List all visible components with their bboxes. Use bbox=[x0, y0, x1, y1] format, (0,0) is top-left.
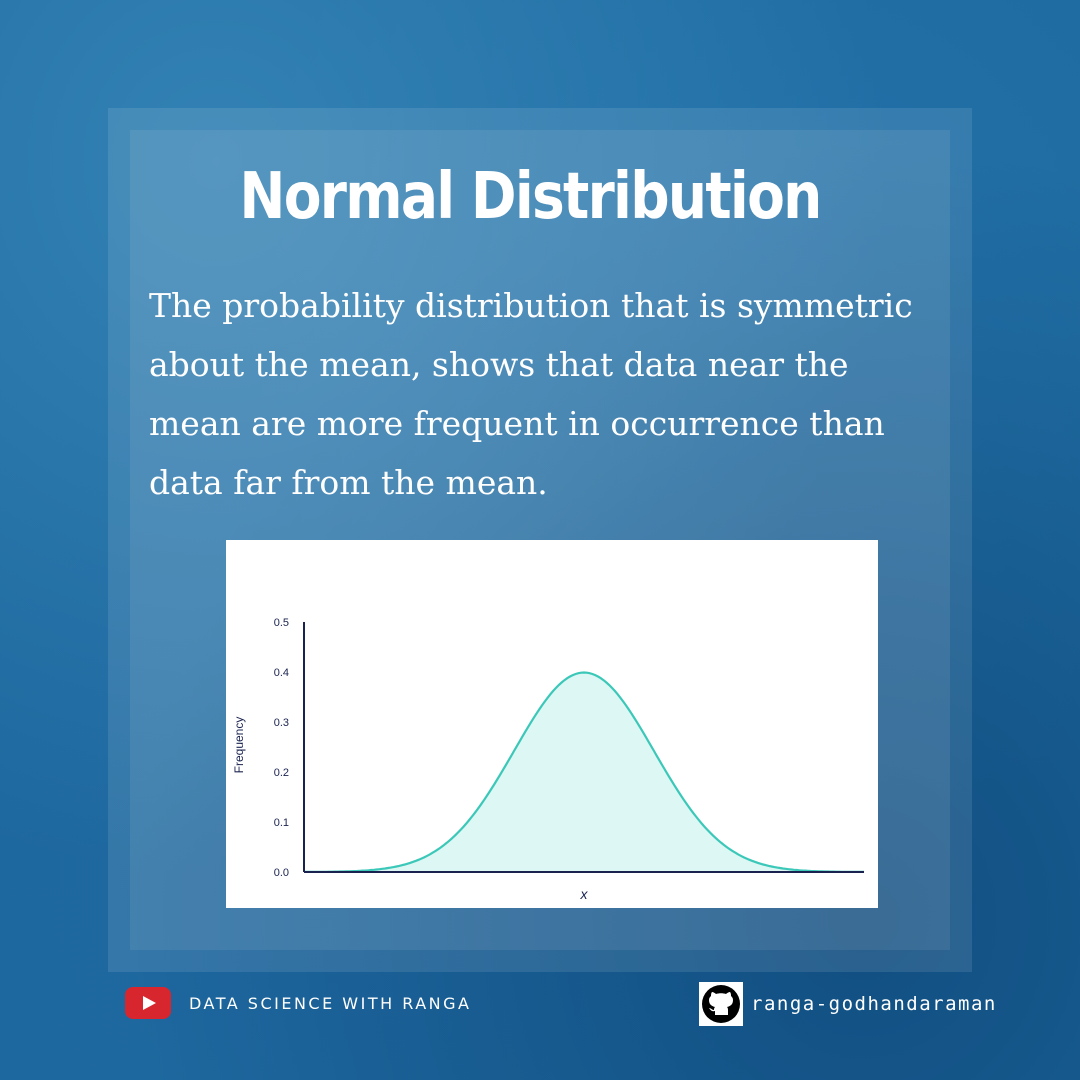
github-icon bbox=[699, 982, 743, 1026]
chart-y-axis-label: Frequency bbox=[232, 717, 246, 774]
chart-curve-line bbox=[304, 671, 864, 873]
description-text: The probability distribution that is sym… bbox=[149, 286, 913, 502]
y-tick-label: 0.2 bbox=[274, 767, 289, 779]
normal-distribution-chart: 0.0 0.1 0.2 0.3 0.4 0.5 Frequency x bbox=[232, 617, 864, 902]
chart-area-fill bbox=[304, 672, 864, 872]
chart-x-axis-label: x bbox=[580, 886, 589, 902]
page-title: Normal Distribution bbox=[239, 160, 822, 234]
y-tick-label: 0.1 bbox=[274, 817, 289, 829]
youtube-icon bbox=[125, 987, 171, 1019]
y-tick-label: 0.3 bbox=[274, 717, 289, 729]
channel-name: DATA SCIENCE WITH RANGA bbox=[189, 993, 472, 1013]
chart-panel: 0.0 0.1 0.2 0.3 0.4 0.5 Frequency x bbox=[226, 540, 878, 908]
github-profile[interactable]: ranga-godhandaraman bbox=[699, 982, 997, 1026]
youtube-channel[interactable]: DATA SCIENCE WITH RANGA bbox=[125, 987, 471, 1019]
y-tick-label: 0.0 bbox=[274, 867, 289, 879]
github-username: ranga-godhandaraman bbox=[751, 993, 997, 1015]
y-tick-label: 0.4 bbox=[274, 667, 289, 679]
y-tick-label: 0.5 bbox=[274, 617, 289, 629]
